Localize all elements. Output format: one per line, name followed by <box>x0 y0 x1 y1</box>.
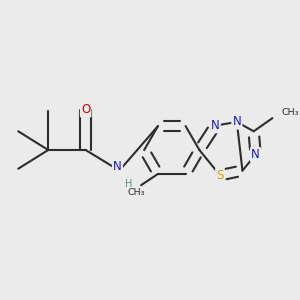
Text: N: N <box>251 148 260 161</box>
Text: N: N <box>113 160 122 173</box>
Text: N: N <box>232 116 241 128</box>
Text: H: H <box>125 179 132 189</box>
Text: O: O <box>81 103 90 116</box>
Text: N: N <box>211 119 220 132</box>
Text: S: S <box>216 169 224 182</box>
Text: CH₃: CH₃ <box>282 108 299 117</box>
Text: CH₃: CH₃ <box>128 188 145 197</box>
